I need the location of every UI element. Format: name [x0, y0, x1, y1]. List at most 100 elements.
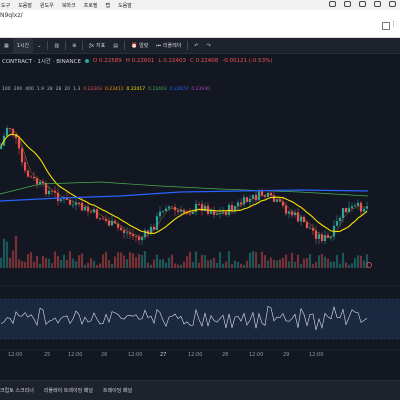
- candle-body: [356, 202, 360, 206]
- volume-bar: [233, 260, 237, 268]
- undo-icon[interactable]: ↶: [194, 42, 199, 49]
- volume-bar: [311, 263, 315, 268]
- volume-bar: [203, 255, 207, 268]
- redo-icon[interactable]: ↷: [206, 42, 211, 49]
- ohlc-change: -0.00121 (-0.53%): [222, 58, 273, 64]
- volume-bar: [326, 258, 330, 268]
- candle-body: [221, 211, 225, 213]
- candle-body: [194, 203, 198, 212]
- more-icon[interactable]: ⋮: [390, 20, 397, 28]
- volume-bar: [23, 261, 27, 268]
- volume-bar: [362, 260, 366, 268]
- volume-bar: [224, 261, 228, 268]
- candle-body: [287, 211, 291, 214]
- time-label: 29: [283, 352, 290, 358]
- volume-bar: [296, 254, 300, 268]
- volume-bar: [59, 259, 63, 268]
- volume-bar: [269, 257, 273, 268]
- candle-body: [89, 211, 93, 213]
- volume-bar: [200, 255, 204, 268]
- volume-bar: [230, 264, 234, 268]
- candle-body: [269, 192, 273, 196]
- volume-bar: [68, 251, 72, 268]
- candle-body: [92, 209, 96, 213]
- timeframe-chevron-icon[interactable]: ⌄: [37, 42, 42, 49]
- time-axis[interactable]: 12:00 25 12:00 26 12:00 27 12:00 28 12:0…: [0, 351, 400, 361]
- chart-area[interactable]: CONTRACT · 1시간 · BINANCE O 0.22589 H 0.2…: [0, 54, 400, 380]
- menu-item-tab[interactable]: 탭: [105, 2, 111, 9]
- volume-bar: [20, 261, 24, 268]
- volume-bar: [260, 251, 264, 268]
- alert-button[interactable]: ⏰ 얼럿: [127, 38, 152, 54]
- tab-crypto-screener[interactable]: 크립토 스크리너: [0, 388, 34, 394]
- menu-item-tools[interactable]: 도구: [1, 2, 11, 9]
- candle-body: [239, 202, 243, 205]
- volume-bar: [194, 251, 198, 268]
- candle-body: [347, 207, 351, 213]
- indicator-value: 0.23411: [104, 87, 124, 92]
- undo-back-icon[interactable]: ▦: [4, 42, 9, 49]
- url-text[interactable]: N9qlxz/: [0, 12, 23, 19]
- candle-body: [305, 222, 309, 229]
- volume-bar: [359, 255, 363, 268]
- price-chart[interactable]: [0, 54, 400, 380]
- menu-item-help[interactable]: 도움말: [18, 2, 33, 9]
- volume-bar: [143, 251, 147, 268]
- volume-bar: [83, 264, 87, 268]
- market-status-icon: [84, 59, 89, 63]
- volume-bar: [107, 259, 111, 268]
- menu-item-window[interactable]: 윈도우: [40, 2, 54, 9]
- templates-icon[interactable]: ▤: [113, 42, 118, 49]
- price-marker[interactable]: [366, 262, 372, 268]
- menu-item-profile[interactable]: 프로필: [83, 2, 98, 9]
- volume-bar: [44, 258, 48, 268]
- candle-body: [236, 202, 240, 207]
- candle-body: [263, 195, 267, 197]
- tab-replay-trading[interactable]: 리플레이 트레이딩 패널: [43, 388, 93, 394]
- candle-body: [314, 230, 318, 239]
- volume-bar: [218, 252, 222, 268]
- menu-item-help-2[interactable]: 도움말: [118, 2, 132, 9]
- menu-item-bookmarks[interactable]: 북마크: [61, 2, 76, 9]
- volume-bar: [176, 264, 180, 268]
- candle-body: [128, 232, 132, 235]
- tab-trading-panel[interactable]: 트레이딩 패널: [102, 388, 133, 394]
- candle-body: [254, 194, 258, 201]
- volume-bar: [302, 258, 306, 268]
- volume-bar: [35, 255, 39, 268]
- candle-body: [230, 205, 234, 212]
- timeframe-button[interactable]: 1시간: [12, 37, 34, 54]
- candle-body: [284, 205, 288, 214]
- volume-bar: [353, 258, 357, 268]
- symbol-label[interactable]: CONTRACT · 1시간 · BINANCE: [2, 59, 81, 65]
- candle-body: [53, 190, 57, 193]
- volume-bar: [287, 261, 291, 268]
- volume-bar: [14, 235, 18, 268]
- volume-bar: [8, 257, 12, 268]
- volume-bar: [110, 264, 114, 268]
- volume-bar: [251, 251, 255, 268]
- volume-bar: [350, 263, 354, 268]
- volume-bar: [332, 261, 336, 268]
- share-icon[interactable]: [382, 22, 390, 30]
- volume-bar: [95, 264, 99, 268]
- candle-body: [203, 205, 207, 212]
- candle-body: [131, 234, 135, 237]
- status-icons: [329, 1, 396, 7]
- volume-bar: [182, 261, 186, 268]
- volume-bar: [26, 254, 30, 268]
- divider: [47, 41, 49, 50]
- volume-bar: [158, 259, 162, 268]
- volume-bar: [161, 259, 165, 268]
- chart-type-icon[interactable]: ▥: [54, 42, 60, 49]
- candle-body: [296, 212, 300, 222]
- volume-bar: [119, 252, 123, 268]
- volume-bar: [284, 254, 288, 268]
- candle-body: [266, 192, 270, 197]
- volume-bars: [0, 235, 369, 268]
- time-label: 12:00: [8, 352, 23, 358]
- compare-icon[interactable]: ⊕: [72, 42, 77, 49]
- indicators-button[interactable]: ƒx 지표: [85, 38, 109, 54]
- candle-body: [77, 202, 81, 204]
- replay-button[interactable]: ⏮ 리플레이: [152, 38, 185, 54]
